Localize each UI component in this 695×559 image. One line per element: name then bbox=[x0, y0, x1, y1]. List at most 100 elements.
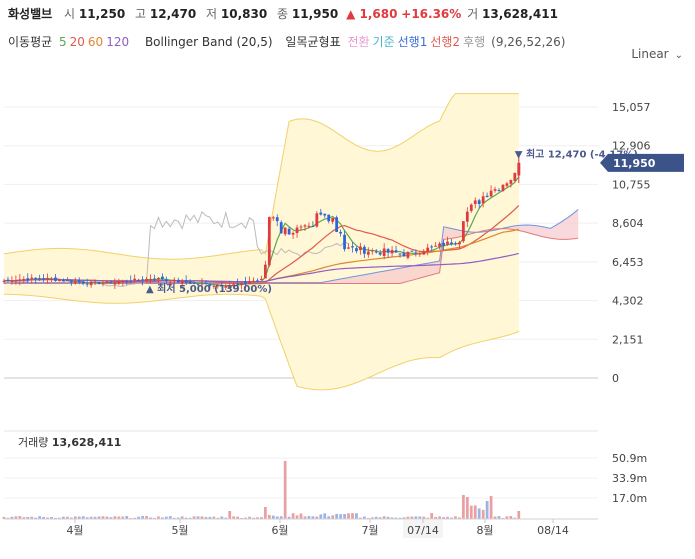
candle-body bbox=[406, 252, 410, 258]
candle-body bbox=[422, 251, 426, 255]
candle-body bbox=[113, 282, 117, 285]
candle-body bbox=[497, 190, 501, 192]
volume-bar bbox=[105, 516, 109, 519]
volume-bar bbox=[30, 516, 34, 519]
ichimoku-item-2[interactable]: 선행1 bbox=[397, 35, 428, 49]
volume-bar bbox=[141, 516, 144, 519]
volume-bar bbox=[303, 516, 307, 519]
volume-bar bbox=[394, 517, 398, 519]
candle-body bbox=[509, 180, 513, 184]
ichimoku-item-3[interactable]: 선행2 bbox=[430, 35, 461, 49]
volume-bar bbox=[362, 516, 366, 519]
ma-item-60[interactable]: 60 bbox=[87, 35, 104, 49]
volume-bar bbox=[196, 516, 200, 519]
volume-bar bbox=[513, 517, 517, 519]
candle-body bbox=[176, 279, 180, 283]
candle-body bbox=[81, 281, 85, 284]
volume-bar bbox=[212, 516, 216, 519]
volume-bar bbox=[113, 516, 117, 519]
volume-bar bbox=[121, 516, 125, 519]
candle-body bbox=[65, 280, 69, 282]
volume-bar bbox=[224, 517, 228, 519]
price-tick-label: 4,302 bbox=[612, 295, 644, 308]
volume-bar bbox=[271, 515, 275, 519]
volume-bar bbox=[299, 513, 303, 519]
volume-tick-label: 33.9m bbox=[612, 472, 647, 485]
volume-bar bbox=[22, 517, 26, 519]
candle-body bbox=[438, 243, 441, 247]
volume-bar bbox=[323, 513, 327, 519]
volume-bar bbox=[279, 516, 283, 519]
volume-bar bbox=[291, 513, 295, 519]
ichimoku-item-4[interactable]: 후행 bbox=[463, 35, 486, 49]
candle-body bbox=[267, 217, 271, 266]
volume-bar bbox=[109, 517, 113, 519]
volume-bar bbox=[97, 516, 101, 519]
candle-body bbox=[390, 250, 394, 254]
ichimoku-items: 전환 기준 선행1 선행2 후행 bbox=[347, 35, 488, 49]
volume-bar bbox=[236, 516, 240, 519]
candle-body bbox=[263, 264, 267, 279]
candle-body bbox=[224, 286, 228, 288]
candle-body bbox=[62, 280, 65, 282]
candle-body bbox=[331, 217, 335, 222]
candle-body bbox=[117, 281, 121, 284]
candle-body bbox=[6, 279, 10, 281]
scale-selector[interactable]: Linear ⌄ bbox=[631, 47, 683, 61]
candle-body bbox=[252, 280, 255, 282]
candle-body bbox=[228, 285, 232, 288]
volume-bar bbox=[208, 516, 212, 519]
ichimoku-item-0[interactable]: 전환 bbox=[347, 35, 370, 49]
volume-bar bbox=[220, 516, 224, 519]
candle-body bbox=[335, 217, 339, 232]
candle-body bbox=[374, 251, 378, 253]
candle-body bbox=[355, 248, 358, 252]
ichimoku-item-1[interactable]: 기준 bbox=[372, 35, 395, 49]
volume-bar bbox=[493, 516, 497, 519]
volume-bar bbox=[153, 517, 156, 519]
volume-bar bbox=[133, 517, 137, 519]
candle-body bbox=[402, 252, 406, 257]
current-price-tag bbox=[600, 153, 684, 172]
bollinger-label[interactable]: Bollinger Band (20,5) bbox=[144, 35, 273, 49]
volume-bar bbox=[54, 517, 57, 519]
candle-body bbox=[54, 277, 57, 281]
volume-bar bbox=[267, 514, 271, 519]
volume-bar bbox=[327, 516, 331, 519]
candle-body bbox=[244, 281, 247, 285]
candle-body bbox=[236, 283, 240, 285]
ma-item-20[interactable]: 20 bbox=[69, 35, 85, 49]
candle-body bbox=[386, 249, 390, 253]
ma-label[interactable]: 이동평균 bbox=[8, 35, 53, 49]
ichimoku-params: (9,26,52,26) bbox=[491, 35, 566, 49]
volume-bar bbox=[422, 516, 426, 519]
ma-item-120[interactable]: 120 bbox=[106, 35, 130, 49]
volume-title: 거래량 13,628,411 bbox=[18, 436, 121, 449]
ma-item-5[interactable]: 5 bbox=[59, 35, 67, 49]
candle-body bbox=[394, 250, 398, 253]
candle-body bbox=[469, 204, 473, 211]
volume-bar bbox=[200, 516, 204, 519]
chevron-down-icon: ⌄ bbox=[674, 50, 683, 61]
ichimoku-label[interactable]: 일목균형표 bbox=[285, 35, 341, 49]
candle-body bbox=[149, 279, 152, 281]
candle-body bbox=[85, 283, 89, 285]
volume-bar bbox=[125, 516, 129, 519]
candle-body bbox=[303, 225, 307, 227]
volume-bar bbox=[228, 511, 232, 519]
candle-body bbox=[323, 213, 327, 216]
volume-bar bbox=[69, 517, 73, 519]
volume-bar bbox=[85, 517, 89, 519]
bollinger-lower-line bbox=[4, 293, 519, 391]
candle-body bbox=[153, 278, 156, 280]
price-tick-label: 10,755 bbox=[612, 178, 651, 191]
volume-bar bbox=[168, 516, 172, 519]
volume-bar bbox=[410, 516, 414, 519]
candle-body bbox=[283, 227, 287, 235]
candle-body bbox=[426, 247, 430, 252]
ma-items: 5 20 60 120 bbox=[59, 35, 132, 49]
volume-bar bbox=[164, 516, 168, 519]
candle-body bbox=[501, 184, 505, 191]
volume-bar bbox=[418, 516, 422, 519]
